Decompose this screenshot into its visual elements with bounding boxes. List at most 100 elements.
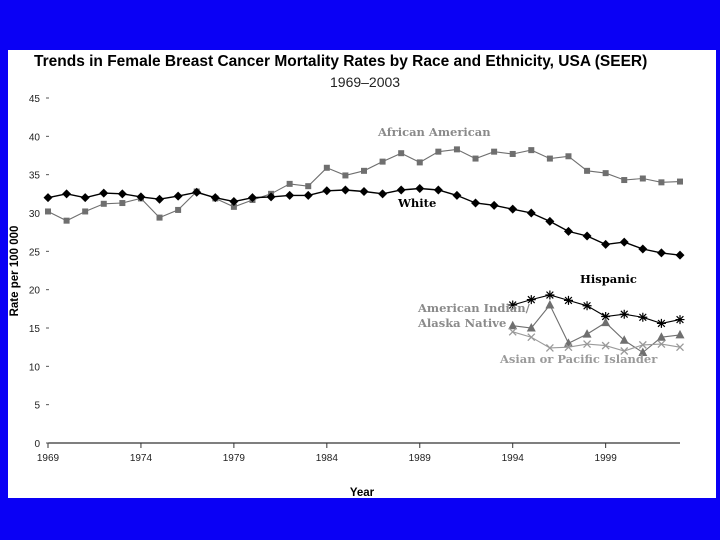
data-point-african-american — [639, 175, 646, 182]
data-point-asian-or-pacific-islander — [601, 341, 610, 350]
data-point-american-indian-alaska-native — [675, 329, 685, 339]
data-point-african-american — [472, 155, 479, 162]
data-point-white — [155, 194, 165, 204]
data-point-african-american — [286, 180, 293, 187]
data-point-asian-or-pacific-islander — [676, 343, 684, 352]
data-point-african-american — [621, 177, 628, 184]
x-tick-label: 1989 — [409, 453, 432, 464]
data-point-asian-or-pacific-islander — [638, 340, 647, 349]
data-point-asian-or-pacific-islander — [527, 333, 536, 342]
data-point-hispanic — [508, 300, 518, 310]
series-asian-or-pacific-islander — [508, 327, 684, 355]
data-point-hispanic — [656, 318, 666, 328]
data-point-white — [396, 185, 406, 195]
series-line-hispanic — [512, 294, 681, 324]
data-point-african-american — [63, 217, 70, 224]
x-tick-label: 1974 — [130, 453, 153, 464]
data-point-hispanic — [601, 312, 611, 321]
data-point-white — [471, 198, 481, 208]
data-point-african-american — [156, 214, 163, 221]
data-point-asian-or-pacific-islander — [564, 343, 573, 352]
y-axis-label: Rate per 100 000 — [9, 226, 21, 317]
series-line-asian-or-pacific-islander — [512, 331, 681, 352]
data-point-african-american — [584, 167, 591, 174]
label-african-american: African American — [377, 125, 491, 139]
data-point-white — [247, 193, 257, 203]
data-point-white — [322, 186, 332, 196]
data-point-american-indian-alaska-native — [638, 347, 648, 357]
y-tick-label: 5 — [34, 401, 40, 412]
x-tick-label: 1999 — [595, 453, 618, 464]
series-line-african-american — [47, 148, 681, 222]
data-point-african-american — [175, 206, 182, 213]
series-hispanic — [508, 290, 685, 328]
data-point-american-indian-alaska-native — [563, 338, 573, 347]
series-layer — [43, 146, 685, 357]
data-point-white — [601, 239, 611, 249]
data-point-african-american — [398, 150, 405, 157]
data-point-hispanic — [619, 309, 629, 319]
data-point-white — [99, 188, 109, 198]
data-point-asian-or-pacific-islander — [545, 343, 554, 352]
x-tick-label: 1994 — [502, 453, 525, 464]
data-point-white — [619, 237, 629, 247]
x-tick-label: 1969 — [37, 453, 60, 464]
data-point-american-indian-alaska-native — [526, 323, 536, 332]
x-tick-label: 1979 — [223, 453, 246, 464]
series-white — [43, 183, 685, 260]
label-american-indian-line1: American Indian/ — [417, 301, 531, 315]
data-point-white — [452, 190, 462, 200]
data-point-white — [340, 185, 350, 195]
data-point-african-american — [658, 179, 665, 186]
data-point-white — [173, 191, 183, 201]
data-point-white — [656, 248, 666, 258]
y-tick-label: 35 — [29, 171, 41, 182]
data-point-asian-or-pacific-islander — [508, 327, 517, 336]
data-point-white — [675, 250, 685, 260]
label-asian-pacific-islander: Asian or Pacific Islander — [499, 352, 658, 366]
y-tick-label: 40 — [29, 132, 41, 143]
data-point-white — [508, 204, 518, 214]
y-tick-label: 45 — [29, 94, 41, 105]
data-point-american-indian-alaska-native — [582, 329, 592, 338]
x-axis-label: Year — [350, 487, 375, 498]
y-tick-label: 10 — [29, 362, 41, 373]
data-point-white — [582, 231, 592, 241]
data-point-african-american — [416, 159, 423, 166]
data-point-hispanic — [526, 295, 536, 305]
data-point-asian-or-pacific-islander — [620, 347, 629, 355]
chart-panel: Trends in Female Breast Cancer Mortality… — [8, 50, 716, 498]
data-point-white — [563, 226, 573, 236]
data-point-african-american — [491, 148, 498, 155]
data-point-white — [638, 244, 648, 254]
data-point-african-american — [453, 146, 460, 153]
y-tick-label: 25 — [29, 247, 41, 258]
data-point-hispanic — [563, 295, 573, 305]
data-point-white — [433, 185, 443, 195]
data-point-asian-or-pacific-islander — [657, 340, 666, 349]
data-point-white — [210, 193, 220, 203]
series-african-american — [45, 146, 683, 224]
data-point-hispanic — [545, 290, 555, 300]
data-point-african-american — [565, 153, 572, 160]
data-point-white — [117, 189, 127, 199]
data-point-white — [62, 189, 72, 199]
data-point-american-indian-alaska-native — [619, 335, 629, 344]
data-point-african-american — [379, 158, 386, 165]
data-point-african-american — [342, 172, 349, 179]
y-tick-label: 0 — [34, 439, 40, 450]
data-point-white — [229, 197, 239, 206]
data-point-african-american — [546, 155, 553, 162]
data-point-african-american — [602, 170, 609, 177]
data-point-african-american — [45, 208, 51, 215]
data-point-african-american — [435, 148, 442, 155]
y-tick-label: 20 — [29, 286, 41, 297]
label-american-indian-line2: Alaska Native — [417, 316, 506, 330]
data-point-white — [489, 200, 499, 210]
data-point-white — [80, 193, 90, 203]
data-point-white — [378, 189, 388, 199]
data-point-african-american — [305, 183, 312, 190]
data-point-african-american — [528, 147, 535, 154]
data-point-american-indian-alaska-native — [656, 332, 666, 341]
data-point-african-american — [230, 203, 237, 210]
